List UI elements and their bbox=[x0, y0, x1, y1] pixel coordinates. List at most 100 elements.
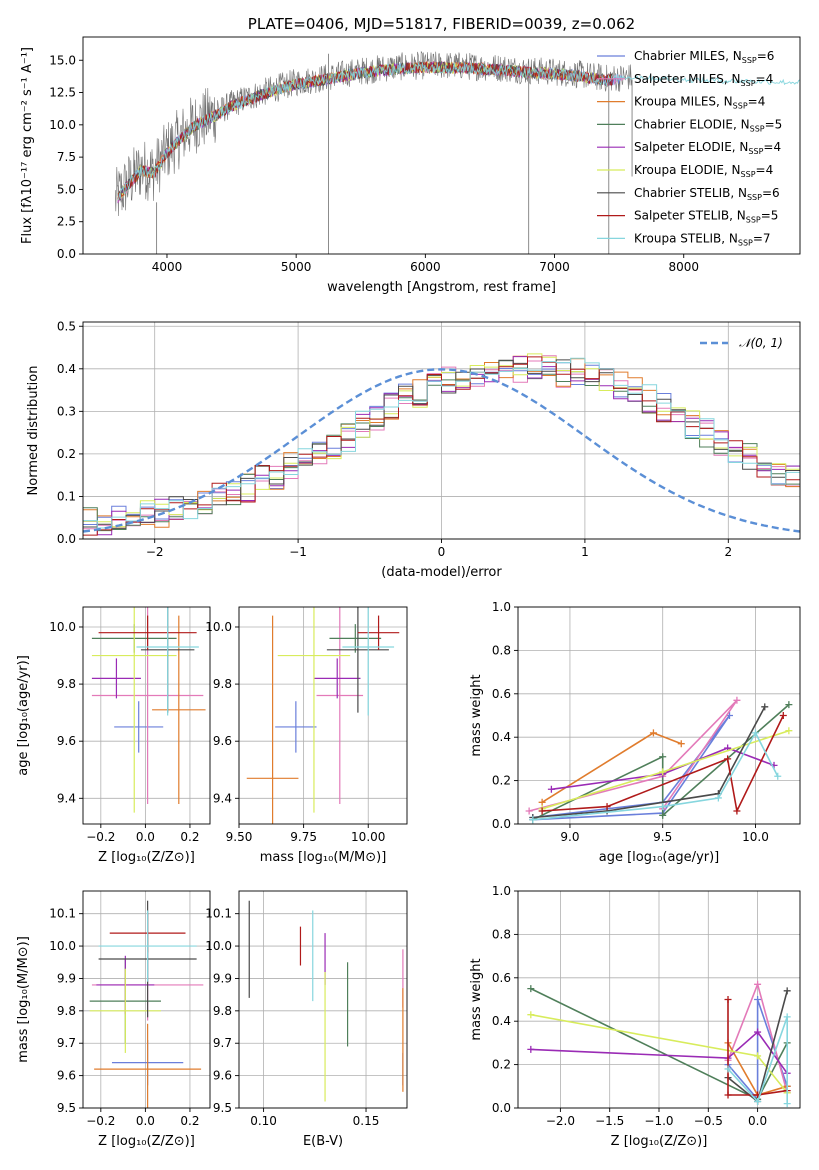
weight-series-line bbox=[532, 706, 766, 819]
weight-point-marker bbox=[783, 1100, 791, 1108]
age-vs-Z-panel: −0.2 0.0 0.2 9.4 9.6 9.8 10.0 Z [log₁₀(Z/Z⊙)] ag… bbox=[16, 606, 211, 865]
mass-vs-Z-panel: −0.2 0.0 0.2 9.5 9.6 9.7 9.8 9.9 10.0 10.1 Z [log₁… bbox=[16, 890, 211, 1149]
weight-point-marker bbox=[527, 1045, 535, 1053]
y-tick-label: 0.0 bbox=[492, 1101, 511, 1115]
chart-title: PLATE=0406, MJD=51817, FIBERID=0039, z=0… bbox=[248, 15, 635, 33]
x-tick-label: 4000 bbox=[152, 260, 183, 274]
legend-entry: Kroupa MILES, NSSP=4 bbox=[634, 95, 765, 111]
residuals-panel: −2 −1 0 1 2 0.0 0.1 0.2 0.3 0.4 0.5 (data-model)/er… bbox=[26, 319, 801, 580]
y-tick-label: 10.0 bbox=[49, 620, 76, 634]
y-tick-label: 0.2 bbox=[492, 774, 511, 788]
mass-vs-EBV-plot-area bbox=[248, 900, 404, 1102]
y-axis-label: Flux [fλ10⁻¹⁷ erg cm⁻² s⁻¹ A⁻¹] bbox=[20, 47, 35, 244]
residuals-plot-area bbox=[83, 353, 800, 536]
x-tick-label: −2.0 bbox=[546, 1114, 575, 1128]
model-spectrum-extension bbox=[612, 73, 800, 86]
y-tick-label: 0.3 bbox=[57, 404, 76, 418]
weight-point-marker bbox=[733, 696, 741, 704]
residual-legend: 𝒩(0, 1) bbox=[700, 336, 783, 350]
legend-entry: Salpeter MILES, NSSP=4 bbox=[634, 72, 773, 88]
weight-vs-age-panel: 9.0 9.5 10.0 0.0 0.2 0.4 0.6 0.8 1.0 age [log₁₀(a… bbox=[469, 600, 801, 865]
y-tick-label: 10.0 bbox=[49, 118, 76, 132]
weight-vs-age-frame bbox=[517, 606, 801, 825]
weight-point-marker bbox=[659, 803, 667, 811]
y-tick-label: 9.6 bbox=[213, 1069, 232, 1083]
y-tick-label: 10.1 bbox=[49, 907, 76, 921]
weight-point-marker bbox=[783, 1013, 791, 1021]
y-tick-label: 9.9 bbox=[213, 971, 232, 985]
y-tick-label: 2.5 bbox=[57, 215, 76, 229]
weight-point-marker bbox=[751, 729, 759, 737]
y-tick-label: 9.9 bbox=[57, 971, 76, 985]
legend-entry: Salpeter STELIB, NSSP=5 bbox=[634, 209, 778, 225]
weight-point-marker bbox=[547, 785, 555, 793]
residual-histogram-s-elodie bbox=[83, 356, 800, 536]
weight-point-marker bbox=[774, 772, 782, 780]
y-tick-label: 0.8 bbox=[492, 927, 511, 941]
x-axis-label: E(B-V) bbox=[303, 1134, 343, 1149]
x-tick-label: 0.10 bbox=[250, 1114, 277, 1128]
x-tick-label: 7000 bbox=[539, 260, 570, 274]
x-tick-label: 9.50 bbox=[226, 830, 253, 844]
x-tick-label: −1.0 bbox=[644, 1114, 673, 1128]
age-vs-mass-frame bbox=[238, 606, 408, 825]
x-tick-label: 10.00 bbox=[351, 830, 385, 844]
weight-point-marker bbox=[724, 755, 732, 763]
age-vs-mass-panel: 9.50 9.75 10.00 9.4 9.6 9.8 10.0 mass [log₁₀(M/… bbox=[205, 606, 408, 865]
y-tick-label: 10.1 bbox=[205, 907, 232, 921]
age-vs-Z-plot-area bbox=[91, 607, 206, 813]
weight-point-marker bbox=[649, 729, 657, 737]
spectrum-plot-area bbox=[115, 50, 800, 254]
x-tick-label: −0.2 bbox=[86, 1114, 115, 1128]
x-tick-label: 0.0 bbox=[136, 1114, 155, 1128]
y-axis-label: mass weight bbox=[469, 674, 484, 756]
y-tick-label: 10.0 bbox=[205, 620, 232, 634]
x-tick-label: 9.0 bbox=[560, 830, 579, 844]
weight-point-marker bbox=[785, 701, 793, 709]
y-tick-label: 10.0 bbox=[49, 939, 76, 953]
residual-histogram-k-stelib bbox=[83, 357, 800, 529]
x-tick-label: 0.0 bbox=[748, 1114, 767, 1128]
residual-histogram-s-stelib bbox=[83, 356, 800, 536]
weight-point-marker bbox=[714, 794, 722, 802]
y-tick-label: 0.0 bbox=[492, 817, 511, 831]
legend-entry: Chabrier MILES, NSSP=6 bbox=[634, 49, 774, 65]
y-tick-label: 0.8 bbox=[492, 643, 511, 657]
x-tick-label: 2 bbox=[724, 545, 732, 559]
weight-point-marker bbox=[754, 980, 762, 988]
x-tick-label: 8000 bbox=[668, 260, 699, 274]
y-tick-label: 15.0 bbox=[49, 53, 76, 67]
x-tick-label: 9.75 bbox=[290, 830, 317, 844]
y-tick-label: 1.0 bbox=[492, 600, 511, 614]
weight-point-marker bbox=[677, 740, 685, 748]
weight-point-marker bbox=[779, 712, 787, 719]
weight-point-marker bbox=[724, 1065, 732, 1073]
y-axis-label: Normed distribution bbox=[26, 366, 41, 496]
y-tick-label: 9.8 bbox=[57, 677, 76, 691]
y-tick-label: 9.8 bbox=[213, 1004, 232, 1018]
y-axis-label: age [log₁₀(age/yr)] bbox=[16, 655, 31, 776]
weight-point-marker bbox=[538, 807, 546, 815]
weight-series-line bbox=[530, 1030, 788, 1074]
x-tick-label: 0.2 bbox=[180, 830, 199, 844]
weight-series-line bbox=[727, 999, 788, 1096]
x-axis-label: Z [log₁₀(Z/Z⊙)] bbox=[98, 1134, 195, 1149]
x-tick-label: 5000 bbox=[281, 260, 312, 274]
legend-entry: 𝒩(0, 1) bbox=[739, 336, 783, 350]
mass-vs-Z-plot-area bbox=[89, 900, 204, 1108]
normal-distribution-curve bbox=[83, 368, 800, 533]
weight-series-line bbox=[727, 999, 788, 1102]
legend-entry: Chabrier ELODIE, NSSP=5 bbox=[634, 117, 782, 133]
x-tick-label: −0.2 bbox=[86, 830, 115, 844]
y-axis-label: mass [log₁₀(M/M⊙)] bbox=[16, 936, 31, 1063]
y-tick-label: 9.6 bbox=[57, 734, 76, 748]
y-tick-label: 9.4 bbox=[213, 791, 232, 805]
y-tick-label: 0.1 bbox=[57, 489, 76, 503]
x-tick-label: 0.0 bbox=[136, 830, 155, 844]
x-tick-label: 9.5 bbox=[653, 830, 672, 844]
weight-vs-age-plot-area bbox=[525, 696, 793, 824]
y-tick-label: 0.0 bbox=[57, 532, 76, 546]
x-tick-label: 6000 bbox=[410, 260, 441, 274]
y-tick-label: 0.4 bbox=[57, 362, 76, 376]
